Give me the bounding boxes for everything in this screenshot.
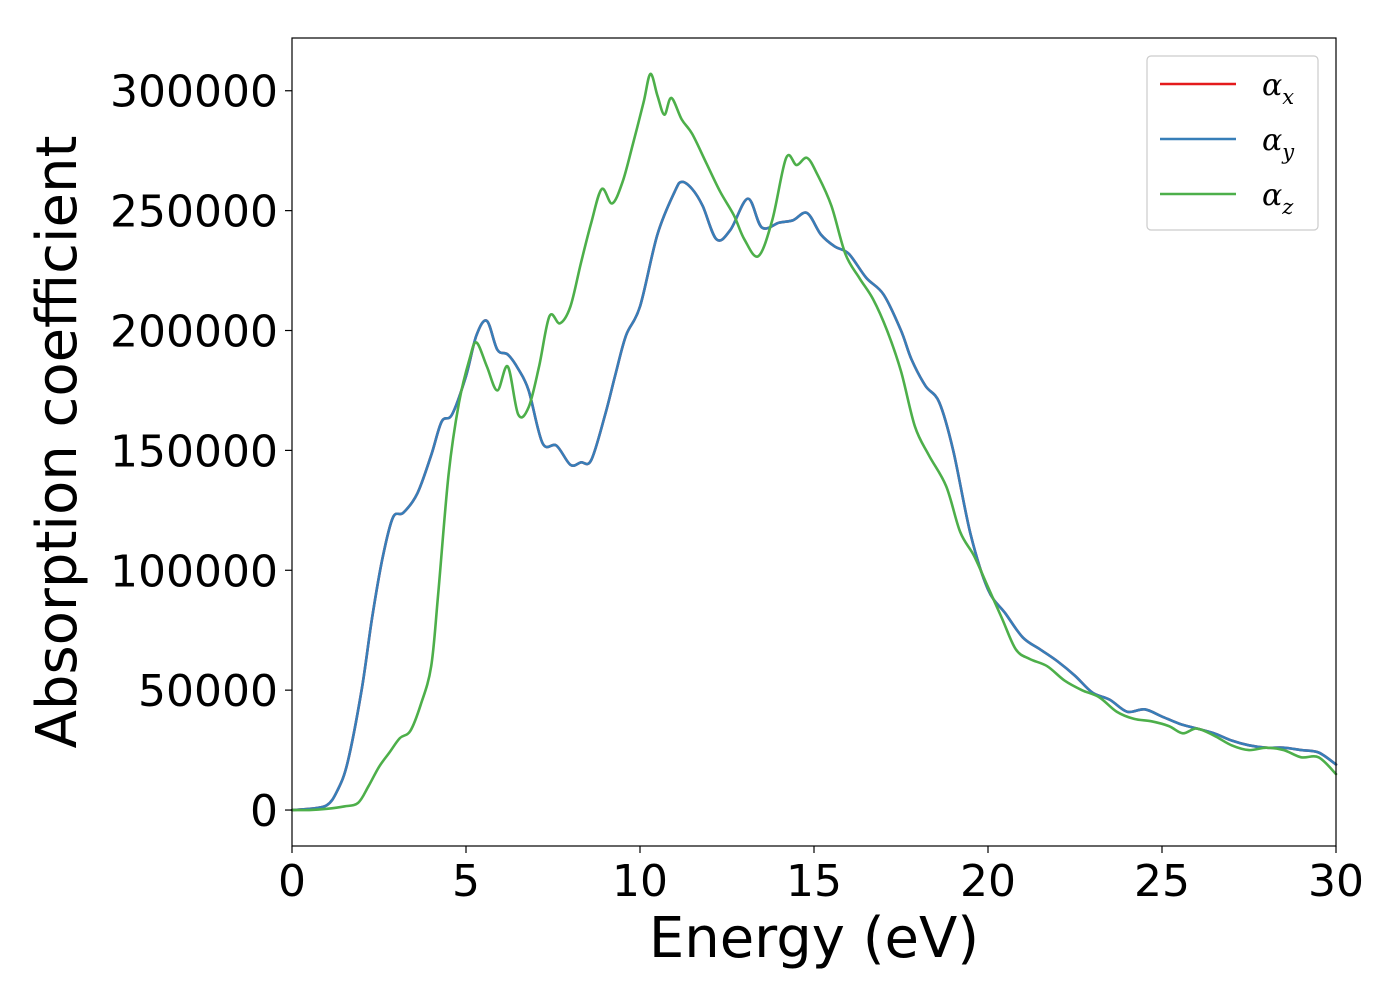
x-tick-label: 25 xyxy=(1134,856,1190,907)
legend-subscript-z: z xyxy=(1281,195,1294,219)
y-tick-label: 250000 xyxy=(110,187,278,238)
y-tick-label: 150000 xyxy=(110,426,278,477)
series-line-y xyxy=(290,180,1338,812)
legend-box xyxy=(1146,55,1319,231)
legend-subscript-x: x xyxy=(1282,85,1294,109)
y-tick-label: 200000 xyxy=(110,307,278,358)
series-line-z xyxy=(290,72,1338,812)
y-axis: 0 50000 100000 150000 200000 250000 300000 xyxy=(110,67,292,837)
x-axis-label: Energy (eV) xyxy=(649,906,979,971)
y-tick-label: 50000 xyxy=(138,666,278,717)
x-tick-label: 15 xyxy=(786,856,842,907)
y-tick-label: 300000 xyxy=(110,67,278,118)
x-tick-label: 30 xyxy=(1308,856,1364,907)
y-tick-label: 0 xyxy=(250,786,278,837)
series-layer xyxy=(290,72,1338,812)
legend-subscript-y: y xyxy=(1281,140,1295,164)
x-axis: 0 5 10 15 20 25 30 xyxy=(278,846,1364,907)
y-axis-label: Absorption coefficient xyxy=(25,136,90,749)
x-tick-label: 10 xyxy=(612,856,668,907)
x-tick-label: 0 xyxy=(278,856,306,907)
x-tick-label: 5 xyxy=(452,856,480,907)
y-tick-label: 100000 xyxy=(110,546,278,597)
x-tick-label: 20 xyxy=(960,856,1016,907)
